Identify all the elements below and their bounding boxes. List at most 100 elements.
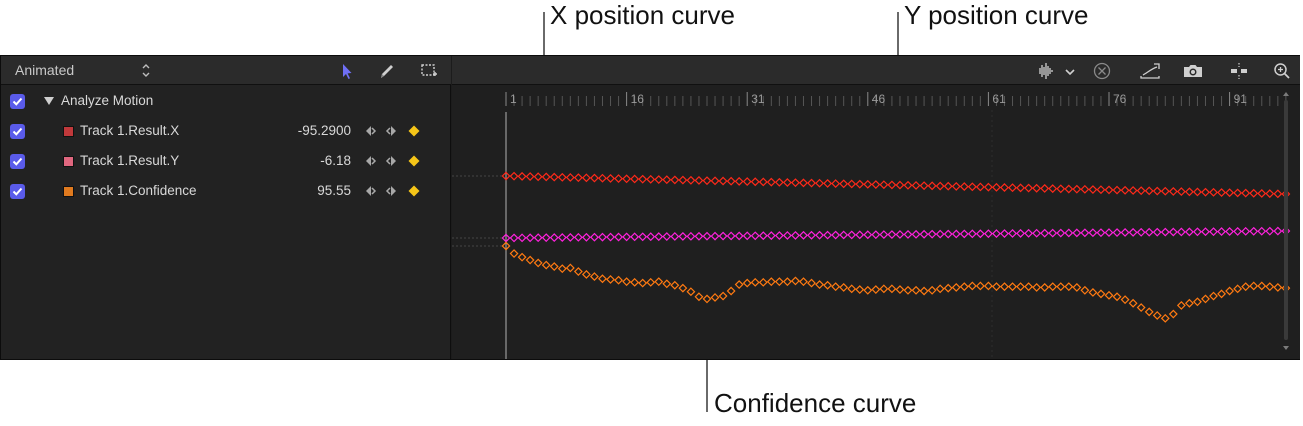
confidence-keyframe[interactable] <box>967 281 977 291</box>
x-position-keyframe[interactable] <box>1120 185 1130 195</box>
y-position-keyframe[interactable] <box>1008 229 1017 238</box>
y-position-keyframe[interactable] <box>557 233 567 242</box>
enable-checkbox[interactable] <box>10 94 25 109</box>
confidence-keyframe[interactable] <box>1249 281 1259 291</box>
confidence-keyframe[interactable] <box>991 282 1001 292</box>
y-position-keyframe[interactable] <box>1144 227 1154 237</box>
confidence-keyframe[interactable] <box>1217 289 1227 299</box>
vertical-scrollbar[interactable] <box>1282 90 1290 352</box>
confidence-keyframe[interactable] <box>774 277 784 287</box>
y-position-keyframe[interactable] <box>718 231 728 241</box>
x-position-keyframe[interactable] <box>501 171 511 181</box>
x-position-keyframe[interactable] <box>1201 187 1210 197</box>
enable-checkbox[interactable] <box>10 184 25 199</box>
y-position-keyframe[interactable] <box>1241 226 1251 236</box>
confidence-keyframe[interactable] <box>1184 298 1194 308</box>
confidence-keyframe[interactable] <box>895 285 905 295</box>
confidence-keyframe[interactable] <box>1192 297 1202 307</box>
x-position-keyframe[interactable] <box>967 182 977 192</box>
x-position-keyframe[interactable] <box>598 173 607 183</box>
confidence-keyframe[interactable] <box>501 241 511 251</box>
confidence-keyframe[interactable] <box>1160 313 1170 323</box>
y-position-keyframe[interactable] <box>533 233 543 243</box>
x-position-keyframe[interactable] <box>606 173 615 183</box>
confidence-keyframe[interactable] <box>549 262 559 271</box>
y-position-keyframe[interactable] <box>815 230 825 240</box>
x-position-keyframe[interactable] <box>863 179 873 189</box>
previous-keyframe-icon[interactable] <box>363 154 377 168</box>
confidence-keyframe[interactable] <box>919 286 929 296</box>
audio-waveform-icon[interactable] <box>1036 61 1056 81</box>
confidence-keyframe[interactable] <box>670 280 680 290</box>
y-position-keyframe[interactable] <box>991 229 1001 239</box>
x-position-keyframe[interactable] <box>662 175 672 185</box>
y-position-keyframe[interactable] <box>847 230 857 240</box>
x-position-keyframe[interactable] <box>1016 183 1026 193</box>
confidence-keyframe[interactable] <box>1241 282 1251 292</box>
x-position-keyframe[interactable] <box>1249 188 1259 198</box>
x-position-keyframe[interactable] <box>557 172 567 182</box>
x-position-keyframe[interactable] <box>823 178 833 188</box>
x-position-keyframe[interactable] <box>638 174 648 184</box>
confidence-keyframe[interactable] <box>1273 282 1283 292</box>
y-position-keyframe[interactable] <box>855 230 865 240</box>
y-position-keyframe[interactable] <box>742 231 752 241</box>
x-position-keyframe[interactable] <box>710 176 720 186</box>
confidence-keyframe[interactable] <box>1080 285 1090 295</box>
confidence-keyframe[interactable] <box>557 264 567 274</box>
confidence-keyframe[interactable] <box>911 285 921 295</box>
x-position-keyframe[interactable] <box>525 172 535 182</box>
confidence-keyframe[interactable] <box>903 285 913 295</box>
confidence-keyframe[interactable] <box>1168 309 1178 319</box>
x-position-keyframe[interactable] <box>879 180 889 190</box>
confidence-keyframe[interactable] <box>1144 307 1154 317</box>
y-position-keyframe[interactable] <box>839 230 849 240</box>
y-position-keyframe[interactable] <box>1056 228 1066 238</box>
y-position-keyframe[interactable] <box>549 233 559 243</box>
x-position-keyframe[interactable] <box>742 177 752 187</box>
x-position-keyframe[interactable] <box>589 173 599 183</box>
confidence-curve[interactable] <box>501 241 1291 323</box>
y-position-keyframe[interactable] <box>1136 227 1146 237</box>
x-position-keyframe[interactable] <box>670 175 680 185</box>
confidence-keyframe[interactable] <box>983 281 993 291</box>
x-position-keyframe[interactable] <box>1040 183 1050 193</box>
y-position-keyframe[interactable] <box>903 229 913 239</box>
y-position-keyframe[interactable] <box>1233 226 1243 236</box>
x-position-keyframe[interactable] <box>911 181 921 190</box>
add-keyframe-icon[interactable] <box>408 125 420 137</box>
y-position-keyframe[interactable] <box>654 232 664 242</box>
y-position-keyframe[interactable] <box>630 232 640 242</box>
confidence-keyframe[interactable] <box>1008 282 1017 292</box>
y-position-keyframe[interactable] <box>1217 227 1227 237</box>
x-position-keyframe[interactable] <box>718 176 728 186</box>
confidence-keyframe[interactable] <box>573 267 583 277</box>
x-position-keyframe[interactable] <box>790 178 800 188</box>
confidence-keyframe[interactable] <box>622 277 632 287</box>
y-position-keyframe[interactable] <box>766 231 776 241</box>
y-position-keyframe[interactable] <box>734 231 744 241</box>
y-position-keyframe[interactable] <box>1257 226 1267 236</box>
confidence-keyframe[interactable] <box>839 282 849 292</box>
y-position-keyframe[interactable] <box>1201 227 1210 237</box>
x-position-keyframe[interactable] <box>509 171 519 181</box>
confidence-keyframe[interactable] <box>1257 281 1267 291</box>
confidence-keyframe[interactable] <box>887 284 897 294</box>
y-position-keyframe[interactable] <box>1225 227 1235 236</box>
confidence-keyframe[interactable] <box>686 287 696 297</box>
confidence-keyframe[interactable] <box>509 249 519 259</box>
confidence-keyframe[interactable] <box>1032 282 1042 292</box>
confidence-keyframe[interactable] <box>710 293 720 302</box>
confidence-keyframe[interactable] <box>807 278 816 288</box>
x-position-keyframe[interactable] <box>1209 187 1218 197</box>
pen-icon[interactable] <box>377 61 397 81</box>
confidence-keyframe[interactable] <box>1128 298 1138 308</box>
snap-icon[interactable] <box>1228 61 1250 81</box>
y-position-keyframe[interactable] <box>807 230 816 240</box>
confidence-keyframe[interactable] <box>831 282 841 292</box>
x-position-keyframe[interactable] <box>1257 188 1267 198</box>
y-position-keyframe[interactable] <box>1024 228 1034 238</box>
next-keyframe-icon[interactable] <box>385 184 399 198</box>
x-position-keyframe[interactable] <box>1192 187 1202 197</box>
y-position-keyframe[interactable] <box>1152 227 1162 237</box>
